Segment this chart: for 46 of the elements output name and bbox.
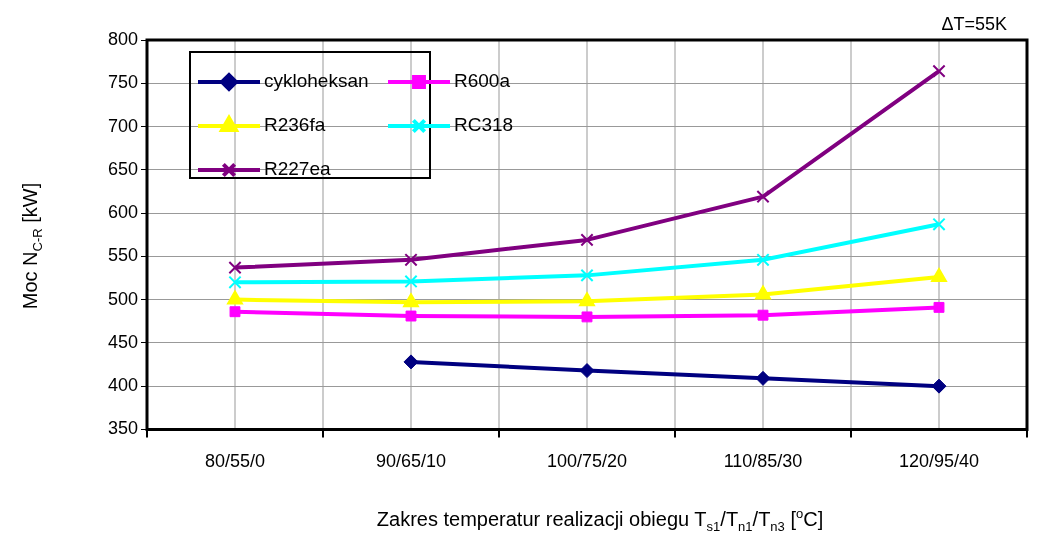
text: ΔT=55K [941, 14, 1007, 35]
point [931, 268, 947, 283]
point [579, 292, 595, 307]
y-tick-label: 350 [107, 418, 138, 439]
point [756, 189, 770, 204]
y-tick-label: 750 [107, 72, 138, 93]
y-tick-label: 800 [107, 28, 138, 49]
legend-label: R600a [454, 70, 511, 92]
x-tick-label: 110/85/30 [723, 451, 803, 472]
point [404, 253, 418, 267]
legend-label: R227ea [264, 158, 331, 180]
y-tick-label: 500 [107, 288, 138, 309]
x-tick-label: 100/75/20 [546, 451, 628, 472]
point [757, 309, 769, 321]
point [580, 268, 594, 283]
point [229, 306, 241, 318]
point [228, 275, 242, 289]
point [403, 293, 419, 308]
x-tick-label: 80/55/0 [204, 451, 266, 472]
point [932, 217, 946, 231]
point [405, 310, 417, 322]
y-tick-label: 450 [107, 331, 138, 352]
legend-label: R236fa [264, 114, 326, 136]
y-tick-label: 550 [107, 245, 138, 266]
point [755, 285, 771, 300]
point [581, 311, 593, 323]
point [580, 233, 594, 247]
legend-label: cykloheksan [264, 70, 369, 92]
point [404, 274, 418, 289]
legend-label: RC318 [454, 114, 514, 136]
y-tick-label: 650 [107, 158, 138, 179]
point [933, 301, 945, 313]
point [227, 290, 243, 305]
point [579, 363, 595, 379]
point [931, 378, 947, 394]
y-tick-label: 700 [107, 115, 138, 136]
point [756, 253, 770, 267]
point [755, 370, 771, 386]
y-tick-label: 600 [107, 202, 138, 223]
point [228, 260, 242, 275]
point [932, 64, 946, 78]
x-tick-label: 120/95/40 [898, 451, 980, 472]
y-tick-label: 400 [107, 375, 138, 396]
text: Zakres temperatur realizacji obiegu T$_{s1}$/T$_{n1}$/T$_{n3}$ [$^{o}$C] [376, 506, 824, 534]
x-tick-label: 90/65/10 [375, 451, 447, 472]
point [403, 354, 419, 370]
